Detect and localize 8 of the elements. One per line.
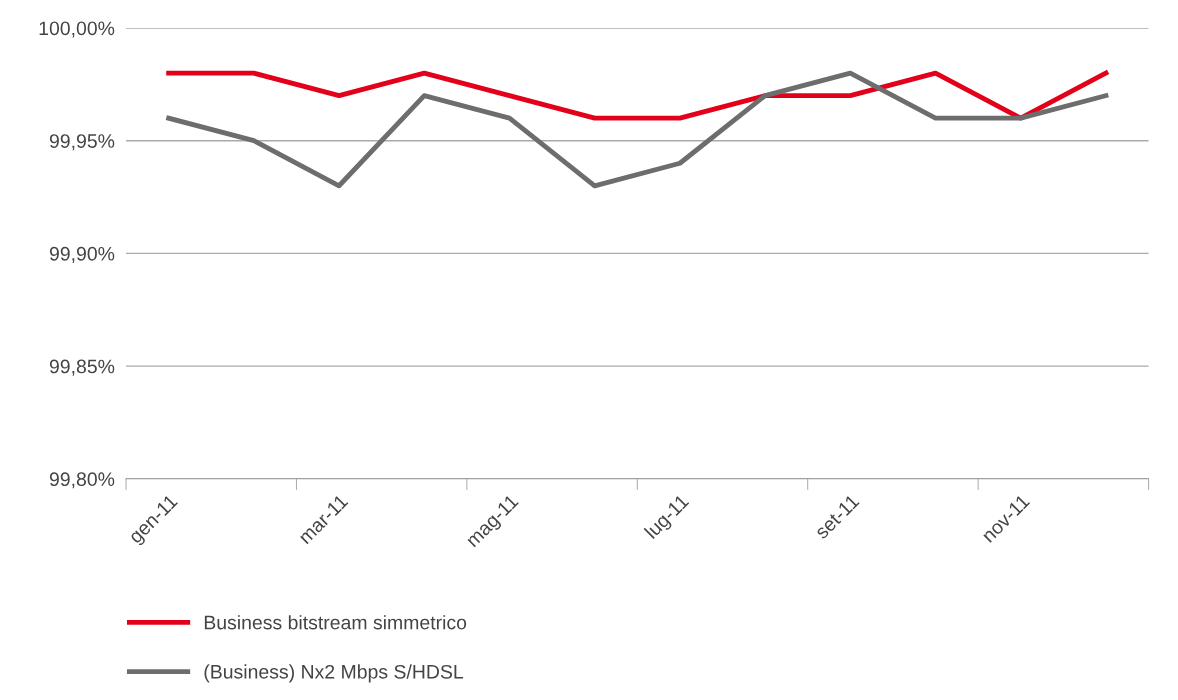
y-tick-label: 99,80%: [49, 472, 115, 489]
y-tick-label: 99,85%: [49, 359, 115, 376]
legend-label: (Business) Nx2 Mbps S/HDSL: [204, 664, 464, 683]
legend-label: Business bitstream simmetrico: [204, 615, 467, 630]
y-tick-label: 99,95%: [49, 134, 115, 151]
y-tick-label: 99,90%: [49, 246, 115, 263]
y-tick-label: 100,00%: [39, 21, 115, 38]
line-series: [166, 70, 1109, 189]
